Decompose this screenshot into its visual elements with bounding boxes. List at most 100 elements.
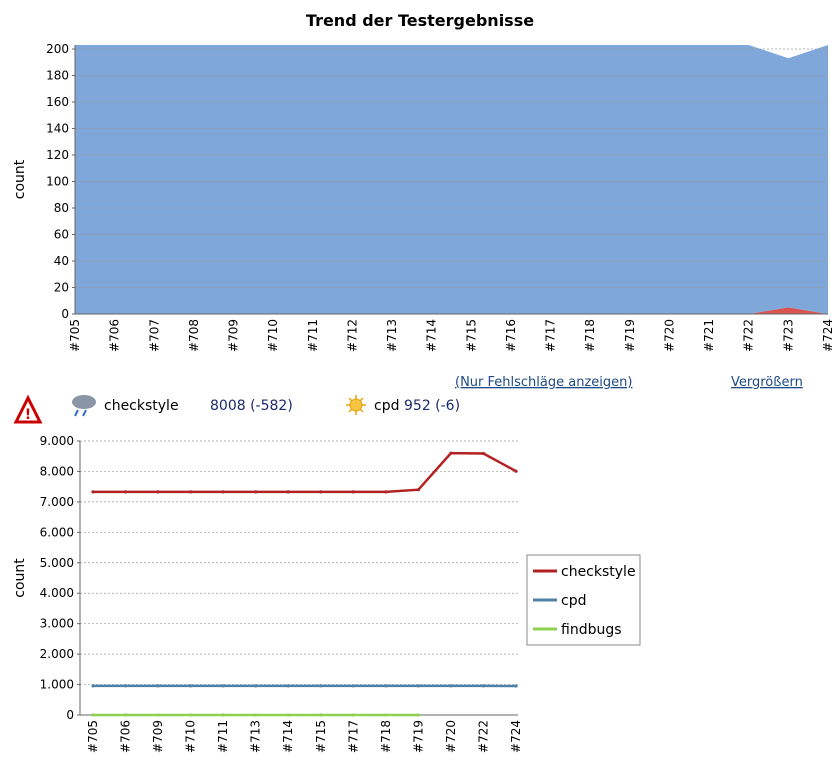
status-value: 952 (-6) [404, 398, 460, 414]
x-tick-label: #714 [425, 319, 439, 352]
y-tick-label: 100 [46, 174, 69, 188]
point [351, 490, 355, 494]
y-tick-label: 40 [54, 254, 69, 268]
x-tick-label: #712 [345, 319, 359, 352]
x-tick-label: #705 [86, 720, 100, 753]
x-tick-label: #716 [504, 319, 518, 352]
point [189, 684, 193, 688]
svg-text:!: ! [25, 407, 31, 423]
line [93, 451, 517, 494]
point [351, 713, 355, 717]
point [156, 713, 160, 717]
point [189, 713, 193, 717]
x-tick-label: #724 [509, 720, 523, 753]
y-tick-label: 0 [61, 307, 69, 321]
y-axis-label: count [12, 159, 28, 199]
area [75, 45, 828, 314]
point [221, 490, 225, 494]
x-tick-label: #706 [119, 720, 133, 753]
y-tick-label: 4.000 [40, 586, 74, 600]
x-tick-label: #705 [68, 319, 82, 352]
point [351, 684, 355, 688]
point [514, 684, 518, 688]
point [286, 684, 290, 688]
y-tick-label: 120 [46, 148, 69, 162]
x-tick-label: #710 [266, 319, 280, 352]
point [156, 490, 160, 494]
warning-icon: ! [13, 394, 43, 424]
y-tick-label: 80 [54, 201, 69, 215]
x-tick-label: #720 [444, 720, 458, 753]
failures-link[interactable]: (Nur Fehlschläge anzeigen) [455, 375, 632, 390]
x-tick-label: #717 [544, 319, 558, 352]
point [189, 490, 193, 494]
point [254, 490, 258, 494]
point [91, 490, 95, 494]
y-axis-label: count [12, 558, 28, 598]
x-tick-label: #715 [314, 720, 328, 753]
x-tick-label: #708 [187, 319, 201, 352]
point [123, 490, 128, 494]
y-tick-label: 20 [54, 280, 69, 294]
point [91, 713, 95, 717]
point [286, 490, 290, 494]
status-name: checkstyle [104, 398, 179, 414]
y-tick-label: 60 [54, 227, 69, 241]
y-tick-label: 200 [46, 42, 69, 56]
x-tick-label: #711 [216, 720, 230, 753]
point [123, 713, 128, 717]
x-tick-label: #713 [249, 720, 263, 753]
x-tick-label: #718 [583, 319, 597, 352]
x-tick-label: #709 [151, 720, 165, 753]
x-tick-label: #722 [742, 319, 756, 352]
chart-title: Trend der Testergebnisse [306, 11, 534, 30]
y-tick-label: 9.000 [40, 434, 74, 448]
point [514, 469, 518, 473]
x-tick-label: #719 [411, 720, 425, 753]
point [254, 713, 258, 717]
status-name: cpd [374, 398, 399, 414]
y-tick-label: 8.000 [40, 464, 74, 478]
x-tick-label: #707 [147, 319, 161, 352]
legend-label: cpd [561, 593, 586, 609]
x-tick-label: #715 [464, 319, 478, 352]
x-tick-label: #718 [379, 720, 393, 753]
enlarge-link[interactable]: Vergrößern [731, 375, 803, 390]
x-tick-label: #714 [281, 720, 295, 753]
y-tick-label: 6.000 [40, 525, 74, 539]
point [319, 490, 323, 494]
x-tick-label: #713 [385, 319, 399, 352]
point [384, 684, 388, 688]
status-value: 8008 (-582) [210, 398, 293, 414]
point [416, 713, 420, 717]
legend-label: findbugs [561, 622, 622, 638]
point [286, 713, 290, 717]
point [156, 684, 160, 688]
point [449, 451, 453, 455]
point [221, 713, 225, 717]
y-tick-label: 7.000 [40, 495, 74, 509]
x-tick-label: #722 [476, 720, 490, 753]
y-tick-label: 3.000 [40, 617, 74, 631]
y-tick-label: 1.000 [40, 678, 74, 692]
point [319, 684, 323, 688]
x-tick-label: #724 [821, 319, 835, 352]
point [384, 713, 388, 717]
y-tick-label: 140 [46, 121, 69, 135]
y-tick-label: 160 [46, 95, 69, 109]
x-tick-label: #719 [623, 319, 637, 352]
point [481, 684, 486, 688]
y-tick-label: 5.000 [40, 556, 74, 570]
weather-sun-icon [346, 395, 366, 415]
point [254, 684, 258, 688]
y-tick-label: 2.000 [40, 647, 74, 661]
x-tick-label: #720 [662, 319, 676, 352]
point [221, 684, 225, 688]
x-tick-label: #711 [306, 319, 320, 352]
x-tick-label: #723 [781, 319, 795, 352]
legend-label: checkstyle [561, 564, 636, 580]
point [384, 490, 388, 494]
x-tick-label: #710 [184, 720, 198, 753]
point [416, 488, 420, 492]
